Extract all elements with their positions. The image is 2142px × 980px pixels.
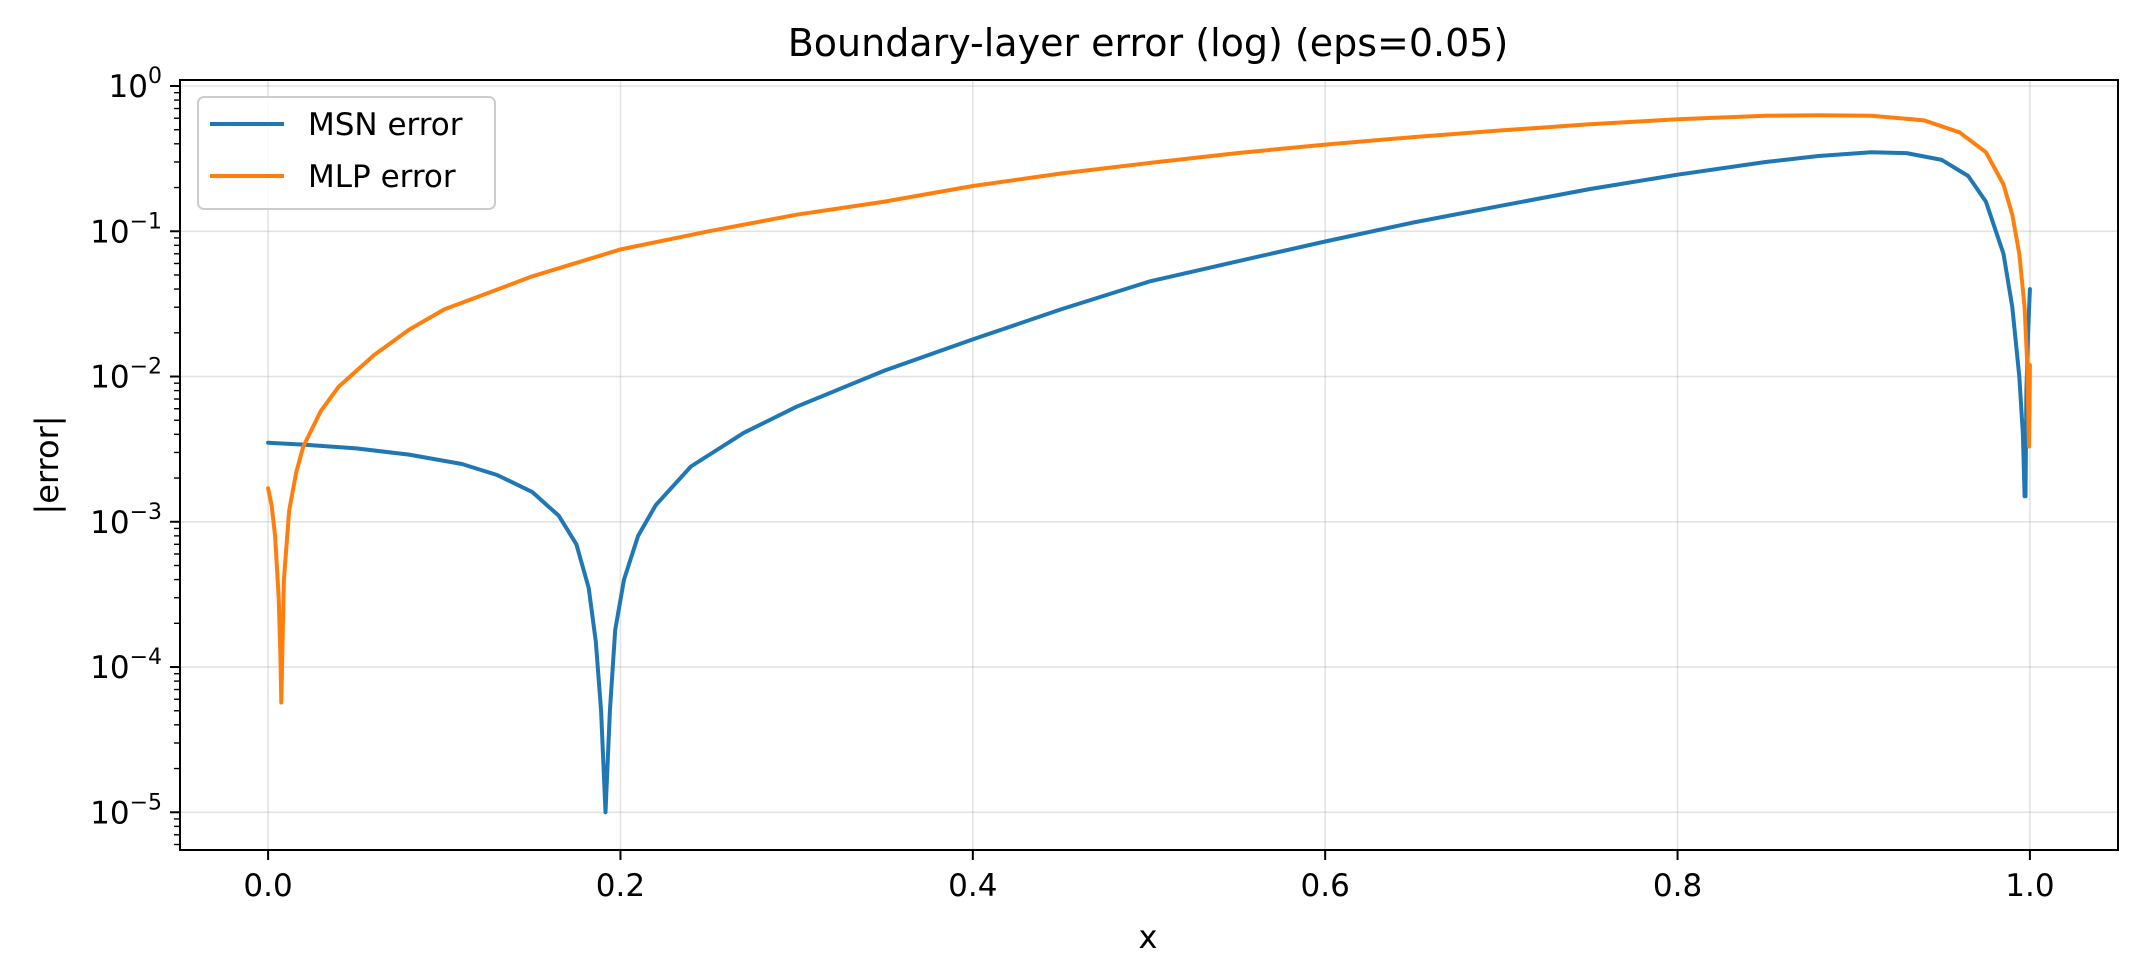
y-tick-label: 10−5 xyxy=(90,790,162,831)
x-tick-label: 0.2 xyxy=(596,868,645,904)
y-tick-label: 10−1 xyxy=(90,209,162,250)
x-tick-label: 1.0 xyxy=(2005,868,2054,904)
grid xyxy=(180,80,2118,850)
y-tick-label: 10−3 xyxy=(90,500,162,541)
x-tick-label: 0.0 xyxy=(243,868,292,904)
series-line-mlp xyxy=(266,113,2032,705)
x-tick-label: 0.6 xyxy=(1301,868,1350,904)
y-tick-label: 10−4 xyxy=(90,645,162,686)
axes-frame xyxy=(179,79,2119,851)
x-tick-label: 0.8 xyxy=(1653,868,1702,904)
y-tick-label: 100 xyxy=(109,64,162,105)
plot-area xyxy=(266,113,2032,815)
legend-label-mlp: MLP error xyxy=(308,159,456,195)
axis-ticks: 0.0 0.2 0.4 0.6 0.8 1.0 10−5 10−4 10−3 10−2 10−1 10… xyxy=(90,64,2054,904)
series-line-msn xyxy=(266,150,2032,815)
chart-title: Boundary-layer error (log) (eps=0.05) xyxy=(788,21,1509,65)
legend: MSN error MLP error xyxy=(197,96,496,210)
x-axis-label: x xyxy=(1139,918,1158,956)
legend-label-msn: MSN error xyxy=(308,107,463,143)
y-axis-label: |error| xyxy=(28,415,66,514)
x-tick-label: 0.4 xyxy=(948,868,997,904)
y-tick-label: 10−2 xyxy=(90,355,162,396)
